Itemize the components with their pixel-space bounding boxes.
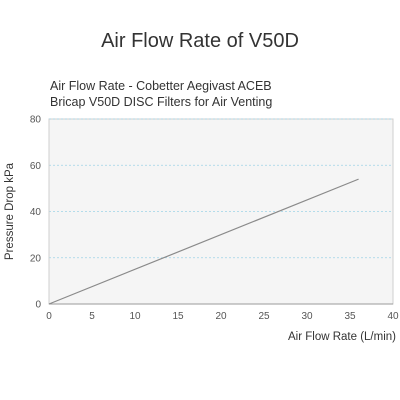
y-tick-label: 40 xyxy=(30,207,42,218)
chart-title-line-2: Bricap V50D DISC Filters for Air Venting xyxy=(50,95,273,109)
x-tick-label: 25 xyxy=(258,311,270,322)
chart-title: Air Flow Rate - Cobetter Aegivast ACEB B… xyxy=(50,78,380,110)
y-ticks: 0 20 40 60 80 xyxy=(30,115,42,311)
x-tick-label: 20 xyxy=(215,311,227,322)
x-tick-label: 0 xyxy=(46,311,52,322)
grid xyxy=(49,118,393,259)
page-title: Air Flow Rate of V50D xyxy=(101,30,299,52)
y-tick-label: 80 xyxy=(30,115,42,126)
y-axis-label: Pressure Drop kPa xyxy=(4,162,16,260)
x-axis-label: Air Flow Rate (L/min) xyxy=(288,331,396,343)
x-tick-label: 5 xyxy=(89,311,95,322)
x-tick-label: 40 xyxy=(387,311,399,322)
x-ticks: 0 5 10 15 20 25 30 35 40 xyxy=(46,311,399,322)
x-tick-label: 15 xyxy=(172,311,184,322)
x-tick-label: 10 xyxy=(129,311,141,322)
axes xyxy=(48,119,393,305)
x-tick-label: 30 xyxy=(301,311,313,322)
series xyxy=(48,178,359,305)
y-tick-label: 60 xyxy=(30,161,42,172)
series-line-1 xyxy=(48,178,359,305)
chart-title-line-1: Air Flow Rate - Cobetter Aegivast ACEB xyxy=(50,79,272,93)
y-tick-label: 0 xyxy=(35,300,41,311)
y-tick-label: 20 xyxy=(30,253,42,264)
x-tick-label: 35 xyxy=(344,311,356,322)
